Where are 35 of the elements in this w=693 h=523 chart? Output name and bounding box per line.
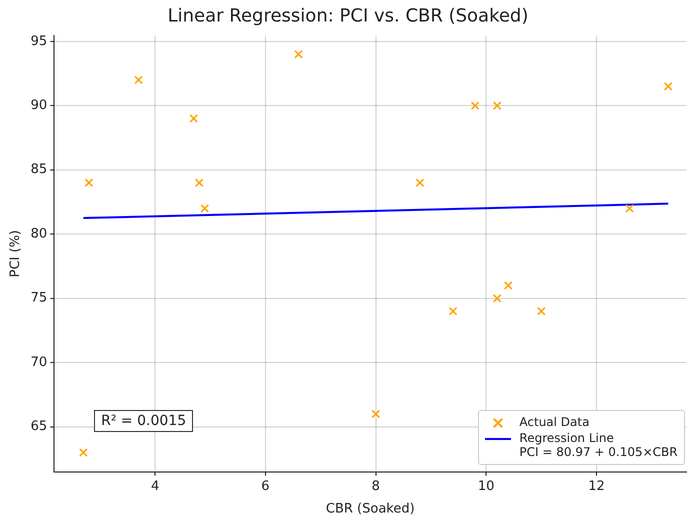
point: [416, 178, 424, 188]
y-tick-label: 70: [30, 354, 48, 370]
point: [194, 178, 204, 188]
x-tick-label: 4: [150, 478, 160, 494]
point: [492, 101, 502, 110]
y-tick-label: 65: [30, 419, 48, 434]
chart-title: Linear Regression: PCI vs. CBR (Soaked): [168, 5, 528, 26]
point: [625, 204, 634, 213]
point: [200, 204, 210, 213]
y-tick-label: 75: [30, 290, 48, 306]
y-tick-label: 90: [30, 98, 48, 113]
y-axis-title: PCI (%): [8, 230, 24, 278]
x-tick-label: 8: [372, 478, 380, 494]
point: [294, 50, 303, 59]
point: [504, 281, 513, 290]
y-tick-label: 95: [30, 34, 48, 49]
legend-label: Actual Data: [519, 414, 590, 430]
point: [189, 114, 198, 123]
legend-label: Regression Line PCI = 80.97 + 0.105×CBR: [519, 430, 678, 460]
x-tick-label: 6: [261, 478, 270, 494]
point: [134, 76, 143, 84]
point: [448, 306, 458, 316]
point: [79, 448, 88, 457]
point: [492, 294, 502, 303]
x-axis-title: CBR (Soaked): [326, 502, 415, 517]
x-tick-label: 10: [478, 478, 494, 494]
point: [536, 306, 546, 316]
point: [84, 178, 94, 188]
annotation: R² = 0.0015: [94, 410, 194, 432]
point: [664, 82, 673, 91]
point: [371, 410, 380, 418]
x-tick-label: 12: [588, 478, 605, 494]
point: [470, 101, 480, 110]
y-tick-label: 80: [30, 226, 48, 242]
y-tick-label: 85: [30, 162, 48, 178]
